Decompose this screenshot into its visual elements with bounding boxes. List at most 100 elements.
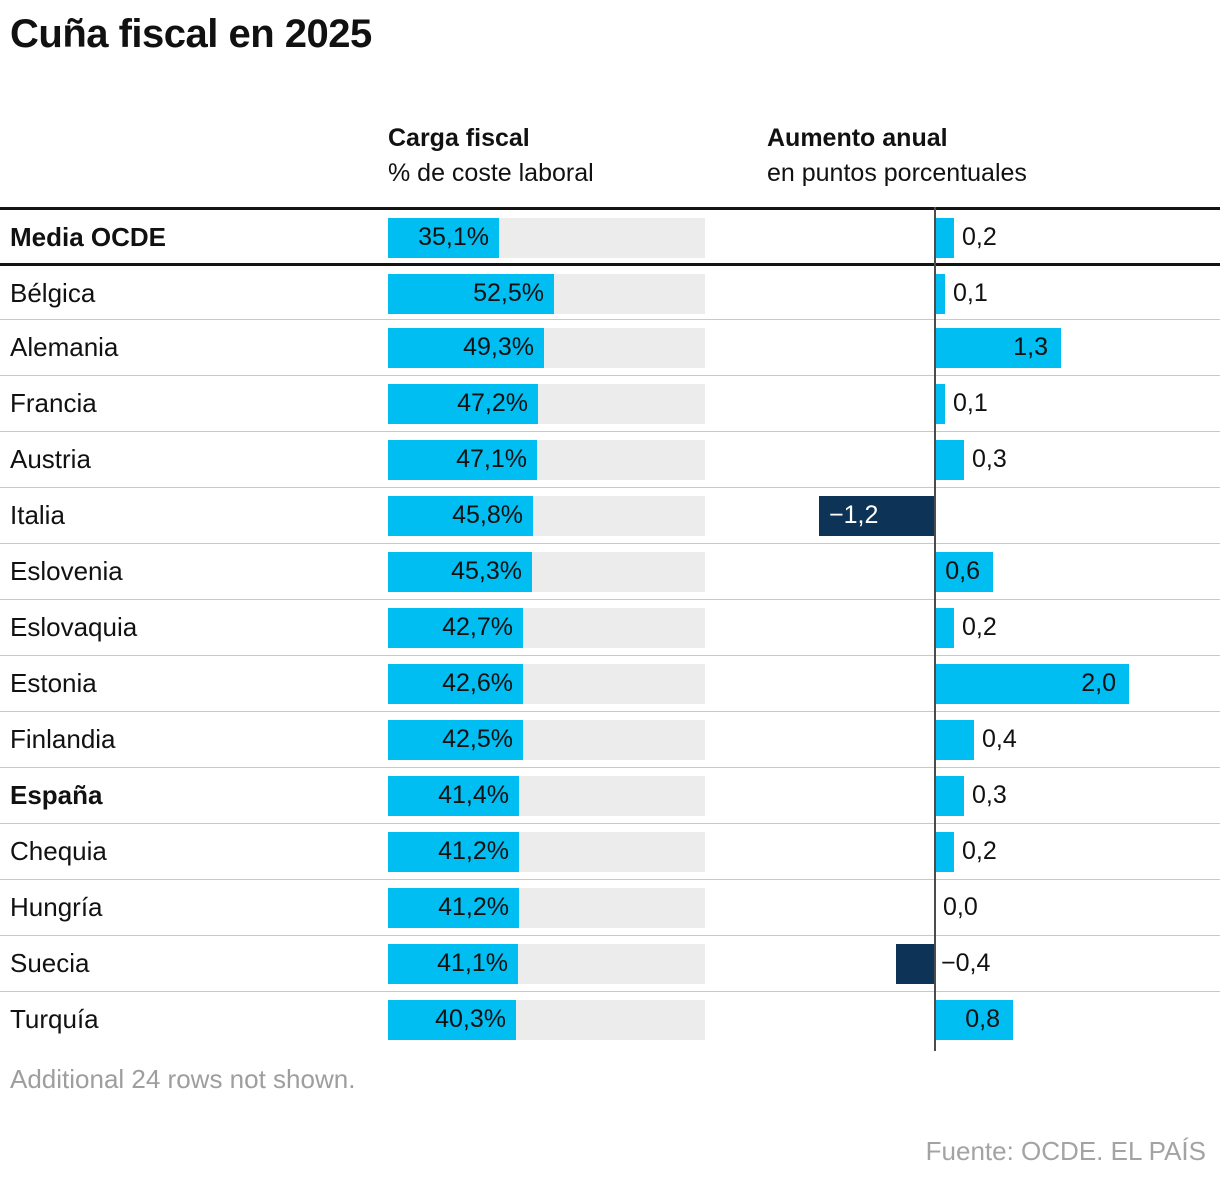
aumento-anual-value: 1,3 xyxy=(1013,333,1048,361)
table-row: Chequia 41,2% 0,2 xyxy=(0,823,1220,879)
carga-fiscal-value: 42,7% xyxy=(442,613,513,641)
carga-fiscal-value: 41,2% xyxy=(438,893,509,921)
carga-fiscal-value: 40,3% xyxy=(435,1005,506,1033)
aumento-anual-value: 0,1 xyxy=(953,279,988,307)
table-row: Finlandia 42,5% 0,4 xyxy=(0,711,1220,767)
carga-fiscal-bar xyxy=(388,496,533,536)
aumento-anual-value: −0,4 xyxy=(941,949,991,977)
carga-fiscal-track xyxy=(388,608,705,648)
table-row: España 41,4% 0,3 xyxy=(0,767,1220,823)
column-header-aumento-anual: Aumento anual en puntos porcentuales xyxy=(767,121,1027,191)
carga-fiscal-track xyxy=(388,496,705,536)
carga-fiscal-value: 41,2% xyxy=(438,837,509,865)
carga-fiscal-value: 35,1% xyxy=(418,223,489,251)
table-row: Bélgica 52,5% 0,1 xyxy=(0,263,1220,319)
carga-fiscal-track xyxy=(388,944,705,984)
country-label: Eslovaquia xyxy=(10,612,138,642)
table-row: Francia 47,2% 0,1 xyxy=(0,375,1220,431)
aumento-anual-bar xyxy=(935,440,964,480)
aumento-anual-bar xyxy=(935,328,1061,368)
carga-fiscal-track xyxy=(388,664,705,704)
aumento-anual-bar xyxy=(935,218,954,258)
aumento-anual-bar xyxy=(935,664,1129,704)
carga-fiscal-bar xyxy=(388,888,519,928)
table-row: Estonia 42,6% 2,0 xyxy=(0,655,1220,711)
column-header-aumento-title: Aumento anual xyxy=(767,124,948,152)
carga-fiscal-bar xyxy=(388,552,532,592)
country-label: Turquía xyxy=(10,1004,99,1034)
column-header-carga-title: Carga fiscal xyxy=(388,124,530,152)
column-header-carga-subtitle: % de coste laboral xyxy=(388,159,594,187)
carga-fiscal-bar xyxy=(388,440,537,480)
table-row: Italia 45,8% −1,2 xyxy=(0,487,1220,543)
table-row: Eslovenia 45,3% 0,6 xyxy=(0,543,1220,599)
table-row: Austria 47,1% 0,3 xyxy=(0,431,1220,487)
country-label: Eslovenia xyxy=(10,556,123,586)
aumento-anual-bar xyxy=(935,608,954,648)
aumento-anual-value: 0,2 xyxy=(962,837,997,865)
carga-fiscal-bar xyxy=(388,274,554,314)
table-row: Eslovaquia 42,7% 0,2 xyxy=(0,599,1220,655)
country-label: Media OCDE xyxy=(10,222,167,252)
aumento-anual-value: 0,1 xyxy=(953,389,988,417)
aumento-anual-bar xyxy=(935,776,964,816)
country-label: Francia xyxy=(10,388,97,418)
aumento-anual-value: 0,3 xyxy=(972,781,1007,809)
carga-fiscal-value: 49,3% xyxy=(463,333,534,361)
carga-fiscal-value: 52,5% xyxy=(473,279,544,307)
aumento-anual-bar xyxy=(935,384,945,424)
carga-fiscal-track xyxy=(388,776,705,816)
carga-fiscal-track xyxy=(388,274,705,314)
carga-fiscal-bar xyxy=(388,720,523,760)
aumento-anual-bar xyxy=(935,552,993,592)
carga-fiscal-track xyxy=(388,832,705,872)
aumento-anual-value: 0,2 xyxy=(962,613,997,641)
aumento-anual-bar xyxy=(935,720,974,760)
carga-fiscal-track xyxy=(388,1000,705,1040)
aumento-anual-value: 0,2 xyxy=(962,223,997,251)
aumento-anual-value: 2,0 xyxy=(1081,669,1116,697)
table-row: Media OCDE 35,1% 0,2 xyxy=(0,207,1220,263)
carga-fiscal-bar xyxy=(388,608,523,648)
carga-fiscal-value: 45,8% xyxy=(452,501,523,529)
carga-fiscal-value: 41,1% xyxy=(437,949,508,977)
country-bar-table: Media OCDE 35,1% 0,2 Bélgica 52,5% 0,1 Alemani… xyxy=(0,207,1220,1047)
carga-fiscal-bar xyxy=(388,664,523,704)
country-label: Bélgica xyxy=(10,278,96,308)
aumento-anual-bar xyxy=(935,832,954,872)
carga-fiscal-bar xyxy=(388,218,499,258)
table-row: Turquía 40,3% 0,8 xyxy=(0,991,1220,1047)
country-label: Suecia xyxy=(10,948,90,978)
carga-fiscal-track xyxy=(388,218,705,258)
aumento-anual-bar xyxy=(819,496,935,536)
carga-fiscal-bar xyxy=(388,328,544,368)
carga-fiscal-value: 45,3% xyxy=(451,557,522,585)
column-header-carga-fiscal: Carga fiscal % de coste laboral xyxy=(388,121,594,191)
aumento-anual-value: −1,2 xyxy=(829,501,879,529)
carga-fiscal-bar xyxy=(388,776,519,816)
carga-fiscal-bar xyxy=(388,1000,516,1040)
carga-fiscal-track xyxy=(388,328,705,368)
carga-fiscal-bar xyxy=(388,944,518,984)
aumento-anual-value: 0,3 xyxy=(972,445,1007,473)
country-label: España xyxy=(10,780,103,810)
aumento-anual-value: 0,4 xyxy=(982,725,1017,753)
carga-fiscal-track xyxy=(388,888,705,928)
carga-fiscal-value: 47,1% xyxy=(456,445,527,473)
country-label: Estonia xyxy=(10,668,97,698)
carga-fiscal-value: 41,4% xyxy=(438,781,509,809)
chart-title: Cuña fiscal en 2025 xyxy=(10,12,372,56)
zero-axis-line xyxy=(934,207,936,1051)
aumento-anual-bar xyxy=(896,944,935,984)
aumento-anual-bar xyxy=(935,1000,1013,1040)
table-row: Alemania 49,3% 1,3 xyxy=(0,319,1220,375)
table-row: Hungría 41,2% 0,0 xyxy=(0,879,1220,935)
table-row: Suecia 41,1% −0,4 xyxy=(0,935,1220,991)
country-label: Italia xyxy=(10,500,65,530)
country-label: Hungría xyxy=(10,892,103,922)
country-label: Alemania xyxy=(10,332,119,362)
country-label: Austria xyxy=(10,444,91,474)
carga-fiscal-value: 42,5% xyxy=(442,725,513,753)
carga-fiscal-value: 42,6% xyxy=(442,669,513,697)
